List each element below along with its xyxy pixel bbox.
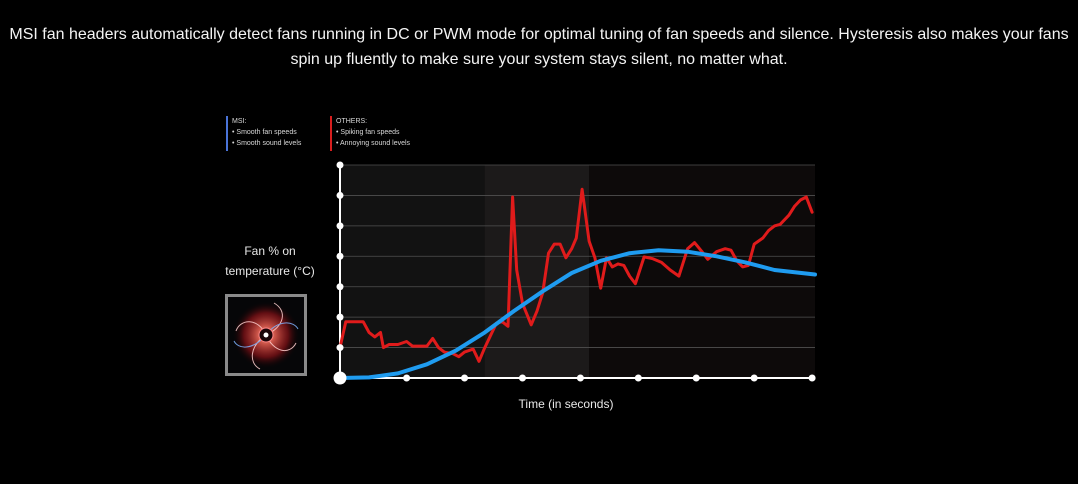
y-axis-label: Fan % on temperature (°C) xyxy=(214,241,326,281)
fan-icon xyxy=(228,297,304,373)
legend-msi-bar xyxy=(226,116,228,151)
x-axis-tick-dot xyxy=(461,374,469,382)
legend-msi-item: • Smooth fan speeds xyxy=(232,129,297,136)
legend-others-item: • Spiking fan speeds xyxy=(336,129,400,136)
legend-msi: MSI: • Smooth fan speeds • Smooth sound … xyxy=(226,116,302,151)
x-axis-tick-dot xyxy=(634,374,642,382)
x-axis-label: Time (in seconds) xyxy=(518,397,614,411)
fan-thumbnail xyxy=(225,294,307,376)
legend-msi-title: MSI: xyxy=(232,118,247,125)
legend-msi-item: • Smooth sound levels xyxy=(232,140,302,147)
y-axis-tick-dot xyxy=(336,252,344,260)
y-axis-tick-dot xyxy=(336,344,344,352)
x-axis-tick-dot xyxy=(576,374,584,382)
legend-others: OTHERS: • Spiking fan speeds • Annoying … xyxy=(330,116,411,151)
x-axis-tick-dot xyxy=(403,374,411,382)
y-axis-tick-dot xyxy=(336,313,344,321)
intro-text: MSI fan headers automatically detect fan… xyxy=(9,26,1069,68)
series-line-msi xyxy=(338,248,817,380)
x-axis-tick-dot xyxy=(518,374,526,382)
legend-others-bar xyxy=(330,116,332,151)
y-axis-label-text: Fan % on temperature (°C) xyxy=(225,244,315,278)
fan-speed-chart xyxy=(333,161,817,385)
x-axis-tick-dot xyxy=(808,374,816,382)
legend-others-title: OTHERS: xyxy=(336,118,368,125)
y-axis-tick-dot xyxy=(336,161,344,169)
origin-dot xyxy=(333,371,347,385)
y-axis-tick-dot xyxy=(336,222,344,230)
y-axis-tick-dot xyxy=(336,283,344,291)
y-axis-tick-dot xyxy=(336,191,344,199)
x-axis-tick-dot xyxy=(692,374,700,382)
legend-others-item: • Annoying sound levels xyxy=(336,140,411,147)
x-axis-tick-dot xyxy=(750,374,758,382)
